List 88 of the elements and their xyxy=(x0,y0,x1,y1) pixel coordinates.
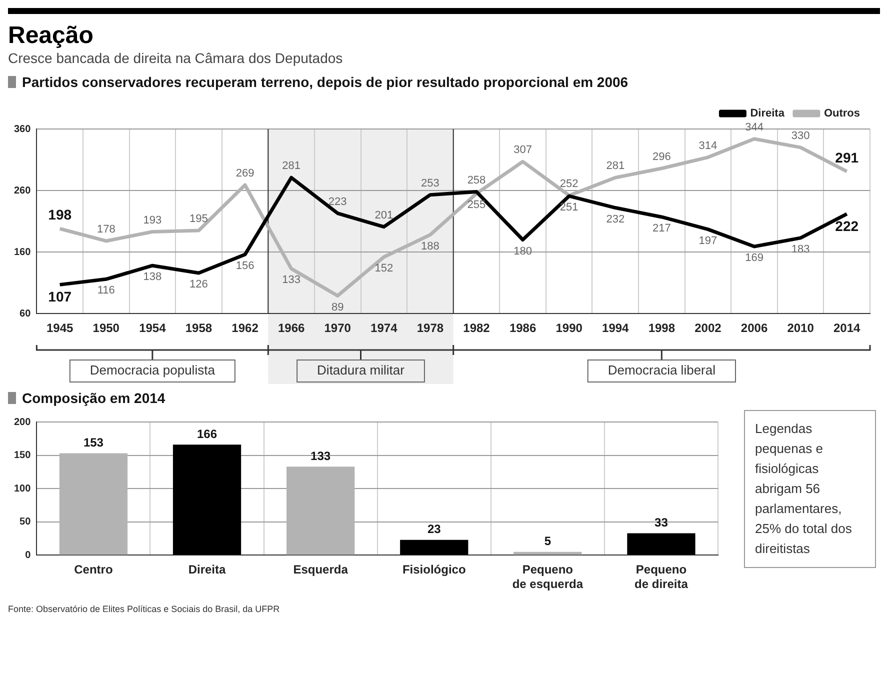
data-label: 201 xyxy=(374,209,394,222)
data-label: 23 xyxy=(427,522,442,536)
data-label: 255 xyxy=(467,199,486,212)
x-tick-label: 2002 xyxy=(694,321,722,336)
source-note: Fonte: Observatório de Elites Políticas e Sociais do Brasil, da UFPR xyxy=(8,604,281,614)
x-tick-label: Centro xyxy=(74,562,113,577)
x-tick-label: Pequeno de direita xyxy=(634,562,688,592)
x-tick-label: Direita xyxy=(188,562,226,577)
x-tick-label: 1958 xyxy=(185,321,212,336)
annotation: Democracia liberal xyxy=(608,362,716,378)
band-label: Ditadura militar xyxy=(317,362,406,378)
y-tick-label: 50 xyxy=(20,516,32,528)
y-tick-label: 260 xyxy=(14,185,32,196)
data-label: 107 xyxy=(48,288,72,305)
data-label: 5 xyxy=(544,534,552,548)
data-label: 330 xyxy=(791,130,810,142)
x-tick-label: 1998 xyxy=(648,321,676,336)
data-label: 133 xyxy=(310,448,331,463)
data-label: 188 xyxy=(421,240,440,252)
data-label: 89 xyxy=(331,301,344,314)
y-tick-label: 200 xyxy=(14,416,32,428)
data-label: 156 xyxy=(236,260,254,272)
data-label: 178 xyxy=(96,224,116,236)
data-label: 258 xyxy=(467,174,486,186)
x-tick-label: 1954 xyxy=(139,321,166,336)
data-label: 169 xyxy=(745,252,764,264)
data-label: 133 xyxy=(282,274,300,286)
x-tick-label: 1982 xyxy=(463,321,490,336)
text: Legendas pequenas e fisiológicas abrigam 56 parlamentares, 25% do total dos direitistas xyxy=(744,410,876,568)
data-label: 153 xyxy=(83,436,104,450)
y-tick-label: 60 xyxy=(20,308,32,320)
data-label: 198 xyxy=(48,206,72,223)
x-tick-label: Fisiológico xyxy=(402,562,466,577)
data-label: 251 xyxy=(560,202,578,214)
x-tick-label: 1962 xyxy=(232,321,259,336)
x-tick-label: Pequeno de esquerda xyxy=(512,562,584,592)
y-tick-label: 160 xyxy=(14,246,32,258)
x-tick-label: 1970 xyxy=(324,321,352,336)
data-label: 281 xyxy=(606,160,625,172)
bar xyxy=(59,453,128,555)
chart-title: Composição em 2014 xyxy=(22,390,166,406)
data-label: 269 xyxy=(236,168,254,180)
data-label: 307 xyxy=(514,144,532,156)
data-label: 223 xyxy=(328,196,347,208)
x-tick-label: 1978 xyxy=(416,321,444,336)
x-tick-label: 1950 xyxy=(92,321,120,336)
data-label: 217 xyxy=(652,222,671,235)
x-tick-label: 1966 xyxy=(278,321,305,336)
legend-label: Direita xyxy=(750,108,786,120)
annotation: Democracia populista xyxy=(90,362,216,378)
data-label: 195 xyxy=(190,213,208,226)
data-label: 33 xyxy=(654,516,668,530)
data-label: 126 xyxy=(190,278,208,291)
data-label: 281 xyxy=(282,160,300,172)
data-label: 116 xyxy=(97,284,115,297)
data-label: 232 xyxy=(606,213,625,226)
data-label: 296 xyxy=(652,150,671,163)
x-tick-label: 1986 xyxy=(509,321,536,336)
x-tick-label: 1945 xyxy=(46,321,74,336)
bar xyxy=(172,444,242,555)
chart-title: Partidos conservadores recuperam terreno, depois de pior resultado proporcional em 2006 xyxy=(22,74,628,90)
x-tick-label: 1994 xyxy=(602,321,630,336)
y-tick-label: 0 xyxy=(25,550,32,561)
x-tick-label: 1974 xyxy=(370,321,398,336)
data-label: 253 xyxy=(421,177,440,190)
data-label: 138 xyxy=(143,271,162,284)
x-tick-label: 2006 xyxy=(740,321,768,336)
data-label: 252 xyxy=(560,178,578,190)
x-tick-label: 1990 xyxy=(556,321,583,336)
data-label: 314 xyxy=(698,140,718,152)
x-tick-label: Esquerda xyxy=(293,562,348,577)
legend-label: Outros xyxy=(824,108,860,120)
bar xyxy=(400,540,468,555)
y-tick-label: 100 xyxy=(14,483,32,494)
data-label: 291 xyxy=(835,149,859,166)
x-tick-label: 2014 xyxy=(834,321,861,336)
text: Cresce bancada de direita na Câmara dos Deputados xyxy=(8,50,344,66)
data-label: 193 xyxy=(143,214,162,226)
data-label: 152 xyxy=(374,262,394,275)
data-label: 166 xyxy=(197,426,218,441)
x-tick-label: 2010 xyxy=(787,321,814,336)
data-label: 197 xyxy=(698,234,718,247)
data-label: 222 xyxy=(835,218,859,234)
text: Reação xyxy=(8,22,94,50)
y-tick-label: 150 xyxy=(14,450,32,462)
y-tick-label: 360 xyxy=(14,124,32,135)
bar xyxy=(286,466,355,555)
bar xyxy=(627,533,696,555)
